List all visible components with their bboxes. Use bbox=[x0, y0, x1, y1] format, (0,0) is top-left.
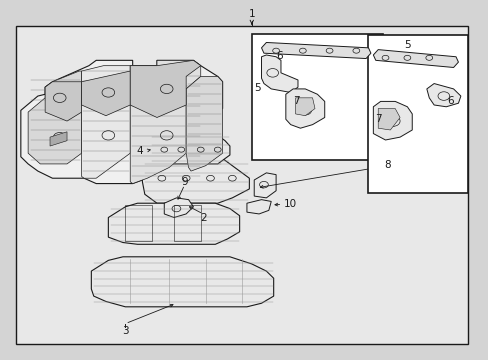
Text: 8: 8 bbox=[384, 159, 390, 170]
Polygon shape bbox=[254, 173, 276, 198]
Bar bbox=[16, 26, 467, 344]
Text: 3: 3 bbox=[122, 326, 128, 336]
Text: 7: 7 bbox=[293, 96, 299, 106]
Polygon shape bbox=[21, 60, 222, 184]
Polygon shape bbox=[108, 203, 239, 244]
Text: 2: 2 bbox=[200, 212, 206, 222]
Polygon shape bbox=[142, 155, 249, 203]
Text: 6: 6 bbox=[276, 51, 283, 61]
Text: 1: 1 bbox=[248, 9, 255, 19]
Text: 9: 9 bbox=[181, 177, 187, 187]
Polygon shape bbox=[50, 132, 67, 146]
Polygon shape bbox=[130, 60, 201, 117]
Polygon shape bbox=[81, 66, 130, 178]
Text: 10: 10 bbox=[284, 199, 297, 209]
Polygon shape bbox=[91, 257, 273, 307]
Text: 5: 5 bbox=[253, 83, 260, 93]
Polygon shape bbox=[28, 71, 81, 164]
Text: 4: 4 bbox=[136, 146, 143, 156]
Polygon shape bbox=[81, 71, 130, 116]
Polygon shape bbox=[372, 102, 411, 140]
Polygon shape bbox=[261, 42, 370, 59]
Polygon shape bbox=[246, 200, 271, 214]
Polygon shape bbox=[164, 198, 193, 217]
Text: 7: 7 bbox=[374, 113, 381, 123]
Polygon shape bbox=[285, 89, 324, 128]
Polygon shape bbox=[377, 109, 399, 130]
Text: 5: 5 bbox=[403, 40, 410, 50]
Polygon shape bbox=[426, 84, 460, 107]
Polygon shape bbox=[130, 60, 201, 184]
Polygon shape bbox=[186, 76, 222, 171]
Bar bbox=[368, 35, 467, 193]
Text: 6: 6 bbox=[447, 96, 453, 106]
Polygon shape bbox=[149, 135, 229, 164]
Polygon shape bbox=[261, 55, 297, 93]
Bar bbox=[251, 33, 382, 160]
Polygon shape bbox=[295, 98, 314, 116]
Polygon shape bbox=[45, 82, 81, 121]
Polygon shape bbox=[372, 50, 458, 67]
